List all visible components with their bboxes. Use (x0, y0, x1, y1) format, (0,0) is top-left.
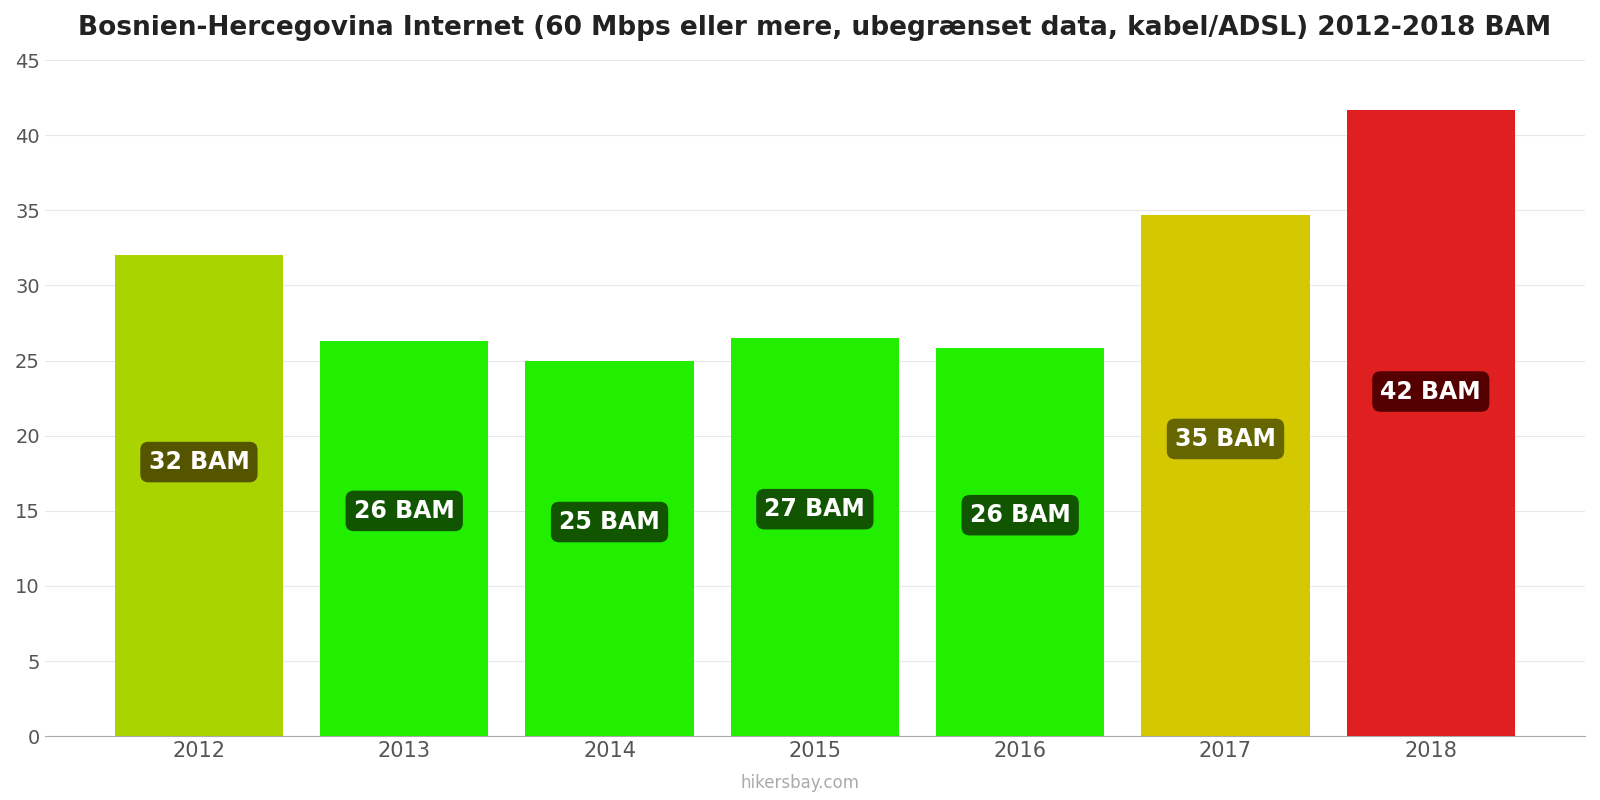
Bar (525, 361, 694, 736)
Bar (1347, 110, 1515, 736)
Text: 35 BAM: 35 BAM (1174, 427, 1275, 451)
Text: 26 BAM: 26 BAM (970, 503, 1070, 527)
Text: 42 BAM: 42 BAM (1381, 379, 1482, 403)
Text: hikersbay.com: hikersbay.com (741, 774, 859, 792)
Text: 25 BAM: 25 BAM (558, 510, 659, 534)
Title: Bosnien-Hercegovina Internet (60 Mbps eller mere, ubegrænset data, kabel/ADSL) 2: Bosnien-Hercegovina Internet (60 Mbps el… (78, 15, 1552, 41)
Bar (1141, 214, 1310, 736)
Text: 32 BAM: 32 BAM (149, 450, 250, 474)
Bar (320, 341, 488, 736)
Bar (115, 255, 283, 736)
Text: 27 BAM: 27 BAM (765, 497, 866, 521)
Bar (936, 349, 1104, 736)
Bar (731, 338, 899, 736)
Text: 26 BAM: 26 BAM (354, 499, 454, 523)
